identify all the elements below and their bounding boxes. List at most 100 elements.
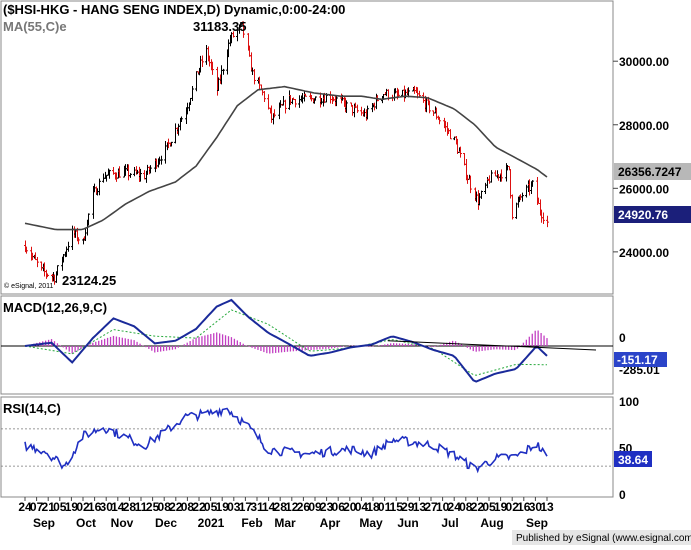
x-day-label: 13: [540, 500, 554, 514]
price-tick-label: 28000.00: [619, 119, 669, 133]
x-day-label: 22: [192, 500, 206, 514]
price-bar: [428, 100, 431, 114]
x-day-label: 08: [459, 500, 473, 514]
price-bar: [284, 99, 287, 114]
price-bar: [397, 89, 400, 97]
price-bar: [351, 105, 354, 116]
copyright-note: © eSignal, 2011: [4, 282, 54, 290]
publisher-text: Published by eSignal (www.esignal.com): [516, 533, 691, 544]
price-bar: [480, 190, 483, 199]
x-day-label: 17: [239, 500, 253, 514]
price-bar: [459, 146, 462, 158]
price-bar: [195, 71, 198, 92]
price-bar: [34, 252, 37, 261]
price-bar: [484, 182, 487, 195]
x-month-label: 2021: [198, 516, 225, 530]
x-month-label: Sep: [33, 516, 55, 530]
x-day-label: 08: [181, 500, 195, 514]
high-annotation: 31183.35: [193, 19, 247, 34]
x-day-label: 20: [343, 500, 357, 514]
x-day-label: 19: [494, 500, 508, 514]
price-bar: [164, 141, 167, 164]
x-day-label: 15: [390, 500, 404, 514]
price-bar: [511, 194, 514, 220]
price-bar: [174, 123, 177, 144]
macd-line: [24, 298, 548, 383]
price-bar: [488, 175, 491, 184]
x-day-label: 24: [448, 500, 462, 514]
x-day-label: 23: [320, 500, 334, 514]
rsi-panel-frame: [0, 396, 614, 498]
x-month-label: Sep: [526, 516, 548, 530]
rsi-line: [24, 406, 548, 474]
x-day-label: 27: [424, 500, 438, 514]
rsi-value-badge: [614, 451, 652, 467]
price-bar: [191, 86, 194, 102]
macd-signal-line: [24, 309, 547, 376]
price-bar: [67, 241, 70, 252]
ma55-line: [24, 85, 548, 231]
rsi-value-text: 38.64: [618, 453, 648, 467]
x-day-label: 14: [111, 500, 125, 514]
price-tick-label: 26000.00: [619, 182, 669, 196]
x-day-label: 19: [216, 500, 230, 514]
x-day-label: 21: [42, 500, 56, 514]
price-bar: [87, 213, 90, 226]
price-bar: [129, 173, 132, 178]
x-day-label: 12: [285, 500, 299, 514]
price-bar: [253, 68, 256, 85]
price-bar: [438, 116, 441, 125]
x-day-label: 08: [158, 500, 172, 514]
price-bar: [160, 155, 163, 165]
close-value-badge: [614, 206, 691, 223]
price-panel-frame: [0, 0, 614, 295]
x-day-label: 16: [517, 500, 531, 514]
x-day-label: 16: [88, 500, 102, 514]
price-bar: [146, 164, 149, 175]
x-month-label: Oct: [76, 516, 96, 530]
x-day-label: 31: [250, 500, 264, 514]
x-day-label: 02: [76, 500, 90, 514]
price-bar: [356, 104, 359, 113]
price-bar: [143, 170, 146, 180]
price-bar: [449, 129, 452, 140]
price-bar: [360, 106, 363, 116]
x-day-label: 05: [53, 500, 67, 514]
x-day-label: 05: [204, 500, 218, 514]
price-bar: [494, 170, 497, 177]
macd-panel-frame: [0, 295, 614, 395]
x-day-label: 14: [262, 500, 276, 514]
price-bar: [222, 68, 225, 75]
x-month-label: Jun: [397, 516, 418, 530]
price-bar: [463, 153, 466, 166]
price-bar: [314, 96, 317, 101]
price-bar: [469, 175, 472, 194]
x-day-label: 10: [436, 500, 450, 514]
x-day-label: 30: [529, 500, 543, 514]
x-axis-group: 2407210519021630142811250822082205190317…: [18, 497, 554, 530]
low-annotation: 23124.25: [62, 273, 116, 288]
price-bar: [263, 91, 266, 103]
x-month-label: Dec: [155, 516, 177, 530]
price-bar: [46, 273, 49, 278]
price-bar: [531, 180, 534, 187]
price-bar: [294, 99, 297, 108]
price-bar: [139, 168, 142, 182]
price-bar: [298, 95, 301, 108]
x-month-label: Nov: [111, 516, 134, 530]
macd-trendline: [387, 340, 597, 351]
macd-tick-label: 0: [619, 331, 626, 345]
rsi-tick-label: 100: [619, 395, 639, 409]
price-bar: [36, 257, 39, 268]
ma-value-badge: [614, 163, 691, 180]
price-bar: [108, 169, 111, 179]
price-bar: [118, 166, 121, 178]
price-bar: [401, 89, 404, 96]
price-bar: [133, 167, 136, 177]
price-bar: [335, 95, 338, 107]
price-bar: [509, 169, 512, 199]
x-day-label: 30: [100, 500, 114, 514]
